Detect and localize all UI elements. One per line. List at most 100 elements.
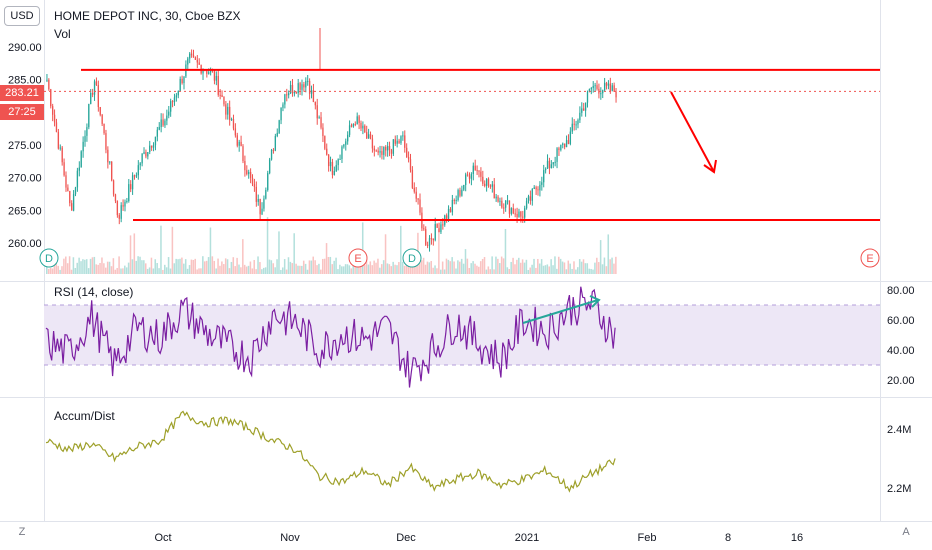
candle-body [493,184,495,199]
candle-body [485,178,488,186]
volume-bar [97,264,99,274]
candle-body [375,150,377,152]
candle-body [356,116,358,125]
volume-bar [297,265,299,274]
candle-body [546,160,549,169]
candle-body [419,199,421,213]
candle-body [607,83,610,86]
volume-bar [407,263,410,274]
candle-body [497,196,499,202]
candle-body [451,199,454,213]
candle-body [491,184,493,187]
candle-body [373,148,375,151]
volume-bar [146,268,149,274]
volume-bar [188,265,191,274]
volume-bar [441,261,444,274]
candle-body [158,127,160,130]
candle-body [59,147,61,149]
candle-body [465,174,467,185]
candle-body [504,200,507,208]
volume-bar [590,268,592,274]
auto-scale-button[interactable]: A [902,526,910,538]
candle-body [466,174,469,176]
candle-body [107,149,109,163]
candle-body [594,85,596,87]
volume-bar [514,264,516,274]
candle-body [213,69,216,81]
candle-body [99,107,101,115]
candle-body [592,85,594,89]
volume-bar [327,256,330,274]
candle-body [303,84,305,88]
volume-bar [162,269,164,274]
candles-layer [46,28,617,252]
volume-bar [390,266,393,274]
time-tick-label: Oct [154,532,171,544]
pane-divider-rsi[interactable] [0,281,932,282]
volume-bar [556,268,558,274]
candle-body [533,187,535,189]
candle-body [293,91,296,94]
volume-bar [253,259,255,274]
candle-body [409,159,412,170]
volume-bar [302,260,305,274]
candle-body [95,81,98,86]
candle-body [139,163,141,166]
volume-bar [527,269,530,274]
candle-body [274,136,277,151]
volume-bar [354,261,356,274]
volume-bar [468,267,471,274]
volume-bar [310,260,313,274]
volume-bar [422,257,425,274]
candle-body [312,90,315,103]
volume-bar [382,260,385,274]
candle-body [583,108,585,111]
volume-bar [552,265,554,274]
volume-bar [504,228,507,274]
candle-body [478,170,480,172]
volume-bar [211,256,214,274]
candle-body [329,161,332,167]
volume-bar [181,257,183,274]
candle-body [80,151,82,168]
volume-bar [405,263,408,274]
candle-body [46,79,48,81]
candle-body [605,82,608,86]
volume-bar [337,269,339,274]
volume-bar [299,265,301,274]
candle-body [97,85,100,108]
volume-bar [615,256,617,274]
zoom-button[interactable]: Z [18,526,26,538]
volume-bar [544,265,547,274]
pane-divider-ad[interactable] [0,397,932,398]
candle-body [463,184,465,190]
volume-bar [424,264,427,274]
candle-body [263,198,265,209]
rsi-trend-arrow [522,299,599,324]
candle-body [487,178,490,186]
volume-bar [47,269,50,274]
volume-bar [285,269,288,274]
candle-body [192,55,195,58]
candle-body [225,104,227,115]
candle-body [337,159,339,166]
currency-badge[interactable]: USD [4,6,40,26]
volume-bar [403,265,406,274]
volume-bar [264,267,267,274]
candle-body [362,125,364,129]
volume-bar [342,266,345,274]
volume-bar [127,262,130,274]
volume-bar [489,269,491,274]
event-marker-label: E [354,253,361,265]
volume-bar [369,261,372,274]
volume-bar [238,264,240,274]
volume-bar [360,263,362,274]
candle-body [586,92,589,103]
candle-body [253,184,256,187]
volume-bar [68,256,71,274]
ad-layer [45,410,616,493]
volume-bar [479,261,482,274]
volume-bar [375,262,377,274]
